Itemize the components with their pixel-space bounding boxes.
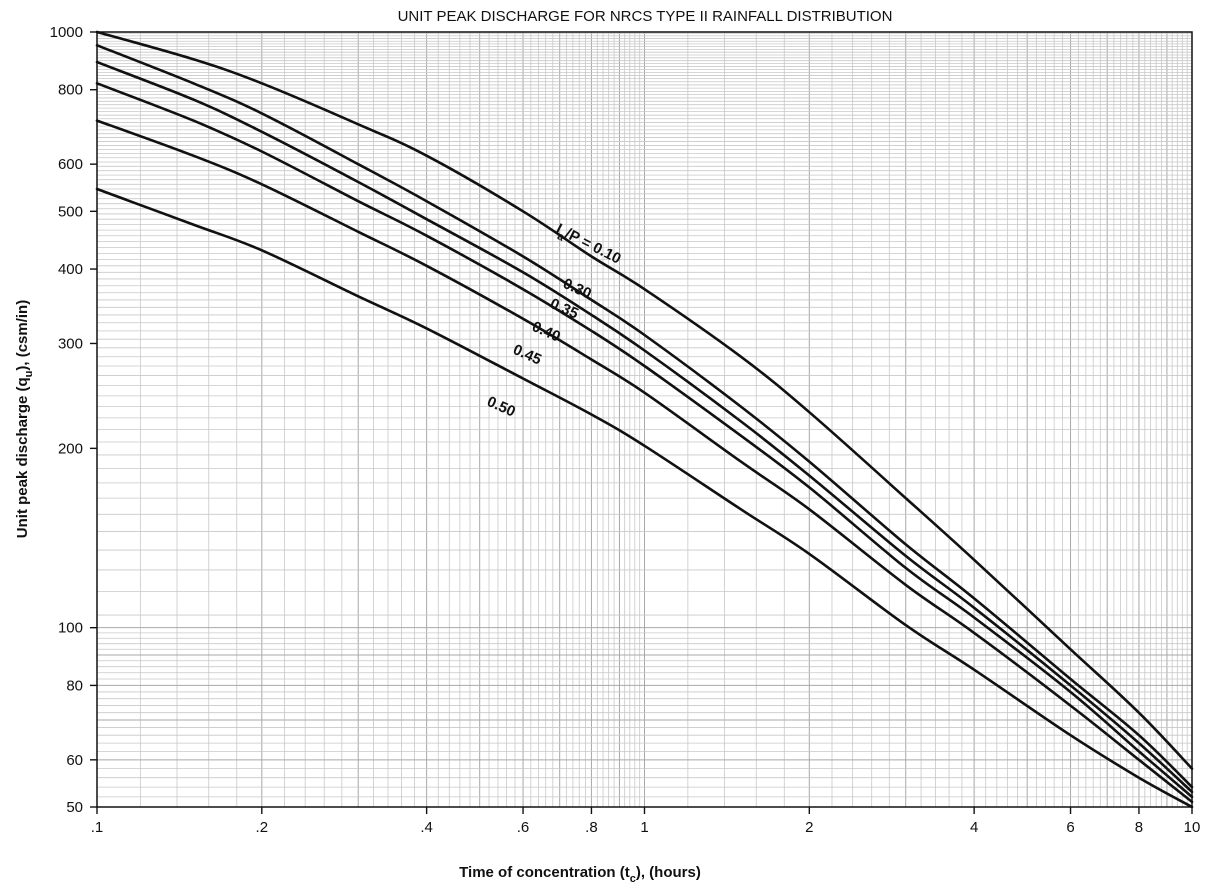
series-label-0: Ia/P = 0.10 [551, 220, 623, 271]
y-tick-label: 400 [58, 261, 83, 278]
x-axis-label-end: ), (hours) [636, 864, 701, 881]
grid [96, 32, 1193, 808]
series-line-5 [95, 187, 1194, 809]
y-axis-label-sub: u [23, 371, 35, 378]
series-label-3: 0.40 [529, 318, 563, 345]
x-tick-label: .8 [585, 819, 598, 836]
x-tick-label: .4 [420, 819, 433, 836]
x-tick-label: 6 [1066, 819, 1074, 836]
series-label-4: 0.45 [510, 341, 544, 368]
y-axis-ticks: 1000 800 600 500 400 300 200 100 80 60 50 [50, 24, 97, 816]
x-axis-label: Time of concentration (tc), (hours) [459, 864, 701, 885]
y-tick-label: 100 [58, 620, 83, 637]
series-line-4 [95, 119, 1194, 804]
y-tick-label: 50 [66, 799, 83, 816]
y-axis-label: Unit peak discharge (qu), (csm/in) [14, 300, 35, 538]
series-line-0 [95, 30, 1194, 770]
y-tick-label: 200 [58, 440, 83, 457]
x-tick-label: 8 [1135, 819, 1143, 836]
x-tick-label: 1 [640, 819, 648, 836]
x-tick-label: 4 [970, 819, 978, 836]
y-axis-label-main: Unit peak discharge (q [14, 377, 31, 538]
series-label-5: 0.50 [484, 393, 518, 420]
y-tick-label: 300 [58, 335, 83, 352]
curves [95, 30, 1194, 809]
y-tick-label: 600 [58, 156, 83, 173]
x-tick-label: 2 [805, 819, 813, 836]
x-tick-label: .6 [517, 819, 530, 836]
x-axis-label-main: Time of concentration (t [459, 864, 630, 881]
y-tick-label: 80 [66, 677, 83, 694]
series-line-2 [95, 60, 1194, 794]
y-tick-label: 1000 [50, 24, 83, 41]
y-tick-label: 500 [58, 203, 83, 220]
x-axis-ticks: .1 .2 .4 .6 .8 1 2 4 6 8 10 [91, 807, 1201, 836]
y-axis-label-end: ), (csm/in) [14, 300, 31, 371]
x-tick-label: .1 [91, 819, 104, 836]
y-tick-label: 60 [66, 752, 83, 769]
chart-title: UNIT PEAK DISCHARGE FOR NRCS TYPE II RAI… [398, 8, 893, 25]
x-tick-label: 10 [1184, 819, 1201, 836]
x-axis-label-sub: c [630, 873, 636, 885]
series-line-1 [95, 44, 1194, 789]
x-tick-label: .2 [256, 819, 269, 836]
series-line-3 [95, 82, 1194, 799]
y-tick-label: 800 [58, 82, 83, 99]
